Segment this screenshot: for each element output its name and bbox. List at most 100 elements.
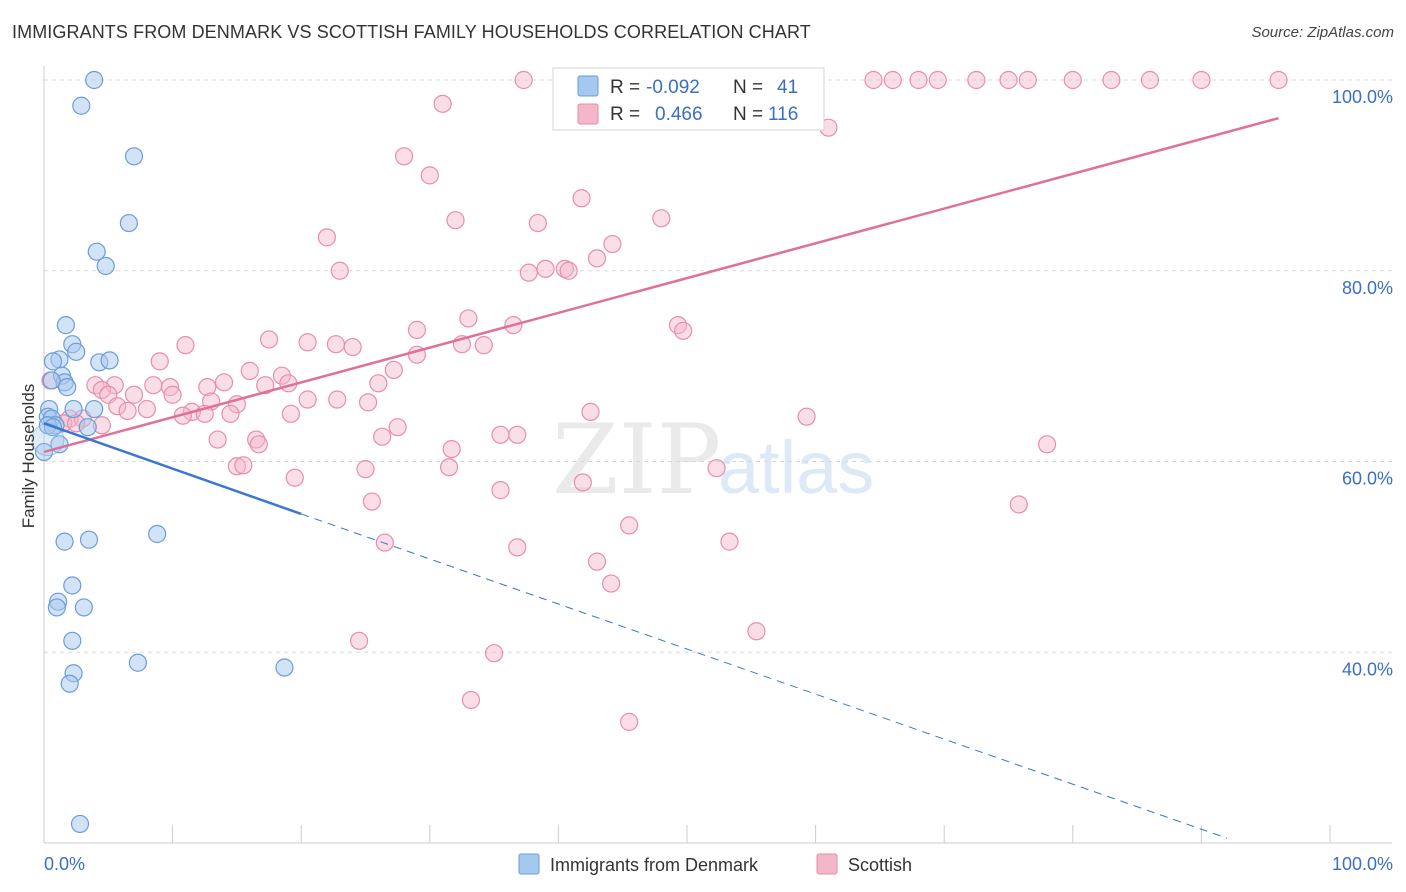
scottish-point <box>240 361 259 380</box>
denmark-point <box>124 147 144 166</box>
scottish-point <box>394 147 414 166</box>
y-tick-label: 40.0% <box>1342 659 1393 679</box>
denmark-point <box>63 631 82 650</box>
legend-n-value-denmark: 41 <box>777 77 798 98</box>
denmark-point <box>64 399 83 419</box>
watermark-zip: ZIP <box>552 404 721 516</box>
denmark-point <box>96 256 115 276</box>
scottish-point <box>388 418 407 437</box>
scottish-point <box>234 456 253 475</box>
series-legend: Immigrants from Denmark Scottish <box>518 853 912 875</box>
scottish-point <box>485 644 504 663</box>
denmark-point <box>63 576 82 595</box>
scottish-point <box>298 390 317 409</box>
bottom-legend-swatch-denmark <box>518 853 540 875</box>
scottish-point <box>474 336 493 355</box>
scottish-point <box>652 209 671 228</box>
scottish-point <box>508 538 527 557</box>
denmark-point <box>58 378 77 397</box>
scottish-point <box>328 390 347 409</box>
scottish-point <box>883 70 902 90</box>
y-tick-label: 100.0% <box>1332 87 1393 107</box>
scottish-point <box>573 473 592 492</box>
denmark-point <box>148 524 167 544</box>
legend-n-label-scottish: N = <box>733 104 763 125</box>
bottom-legend-label-denmark: Immigrants from Denmark <box>550 855 759 875</box>
scottish-point <box>433 94 452 113</box>
scottish-point <box>150 352 169 371</box>
denmark-trend-extension <box>301 513 1228 839</box>
scottish-point <box>384 360 403 380</box>
legend-r-label-denmark: R = <box>610 77 640 98</box>
denmark-point <box>55 532 74 551</box>
scottish-point <box>214 373 234 392</box>
scottish-point <box>668 316 688 335</box>
scottish-point <box>909 70 928 90</box>
bottom-legend-label-scottish: Scottish <box>848 855 912 875</box>
scottish-point <box>407 320 427 339</box>
x-tick-label-min: 0.0% <box>44 854 85 874</box>
denmark-point <box>85 70 104 90</box>
denmark-point <box>47 598 66 617</box>
scottish-point <box>259 330 279 349</box>
scottish-point <box>349 631 369 650</box>
x-tick-labels: 0.0% 100.0% <box>44 854 1393 874</box>
scottish-point <box>620 712 639 731</box>
y-axis-label: Family Households <box>19 384 38 529</box>
denmark-point <box>79 530 99 549</box>
scottish-point <box>198 378 217 397</box>
denmark-point <box>74 598 93 617</box>
scottish-point <box>1018 70 1037 90</box>
scottish-point <box>373 427 392 446</box>
scottish-point <box>326 335 346 354</box>
scottish-point <box>362 492 382 511</box>
scottish-trend-line <box>43 116 1279 454</box>
denmark-point <box>72 96 91 115</box>
scottish-point <box>528 213 547 233</box>
denmark-point <box>128 653 147 672</box>
scottish-point <box>1037 435 1057 454</box>
denmark-trend-line <box>43 422 302 516</box>
scottish-point <box>369 374 388 393</box>
denmark-point <box>60 674 79 693</box>
scottish-point <box>720 532 739 551</box>
denmark-point <box>70 814 90 834</box>
legend-n-value-scottish: 116 <box>768 104 798 125</box>
scottish-point <box>519 263 538 282</box>
y-tick-labels: 100.0% 80.0% 60.0% 40.0% <box>1332 87 1393 679</box>
scottish-point <box>707 459 726 478</box>
scottish-point <box>747 622 766 641</box>
scottish-point <box>491 481 510 500</box>
scottish-point <box>620 516 639 535</box>
scottish-point <box>247 430 266 449</box>
denmark-point <box>119 213 138 233</box>
scottish-point <box>602 574 621 593</box>
scottish-point <box>508 425 527 444</box>
scottish-point <box>491 425 510 444</box>
denmark-point <box>67 342 86 361</box>
scottish-point <box>272 366 292 385</box>
denmark-point <box>85 399 104 419</box>
scottish-point <box>124 385 144 404</box>
legend-n-label-denmark: N = <box>733 77 763 98</box>
scottish-point <box>227 457 246 476</box>
scottish-point <box>461 690 481 710</box>
legend-r-value-denmark: -0.092 <box>646 77 700 98</box>
denmark-point <box>78 418 97 437</box>
scottish-point <box>439 458 459 477</box>
scottish-point <box>603 234 622 254</box>
scottish-point <box>999 70 1018 90</box>
scottish-point <box>864 70 883 90</box>
chart-source: Source: ZipAtlas.com <box>1251 24 1394 41</box>
scottish-point <box>108 397 127 416</box>
scottish-point <box>1269 70 1288 90</box>
scottish-point <box>587 552 607 571</box>
y-tick-label: 60.0% <box>1342 469 1393 489</box>
scottish-point <box>420 166 439 185</box>
scottish-point <box>797 407 816 426</box>
scottish-point <box>587 249 607 268</box>
chart-title: IMMIGRANTS FROM DENMARK VS SCOTTISH FAMI… <box>12 22 811 42</box>
denmark-point <box>87 242 106 261</box>
scottish-point <box>118 401 137 421</box>
